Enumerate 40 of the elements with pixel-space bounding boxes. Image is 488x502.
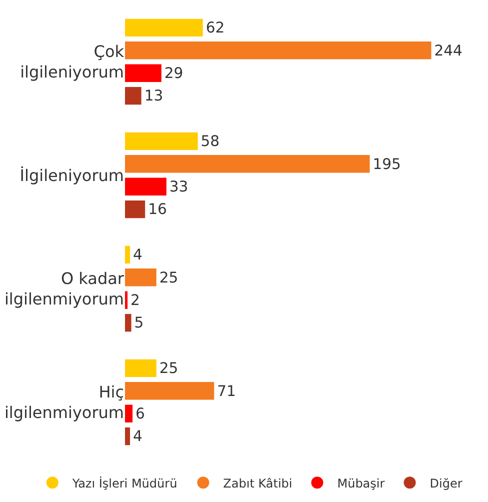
bar <box>125 132 198 150</box>
bar <box>125 155 370 173</box>
data-label: 4 <box>133 246 142 264</box>
legend-label: Diğer <box>430 476 462 490</box>
data-label: 244 <box>434 42 462 60</box>
bar <box>125 404 133 422</box>
bar <box>125 359 156 378</box>
y-tick-label: İlgileniyorum <box>20 166 124 185</box>
bar <box>125 18 203 37</box>
bar <box>125 427 130 446</box>
bar <box>125 382 214 400</box>
data-label: 6 <box>136 406 145 423</box>
bar <box>125 86 142 105</box>
data-label: 4 <box>133 428 142 446</box>
data-label: 25 <box>159 269 178 286</box>
bar <box>125 64 162 82</box>
data-label: 195 <box>372 156 401 173</box>
y-tick-label: Çok ilgileniyorum <box>20 42 125 82</box>
legend-label: Mübaşir <box>337 476 385 490</box>
data-label: 29 <box>164 65 184 82</box>
bar <box>125 246 130 264</box>
data-label: 62 <box>206 20 225 37</box>
data-label: 5 <box>134 314 144 332</box>
data-label: 16 <box>148 201 167 218</box>
data-label: 71 <box>217 382 236 400</box>
bar <box>125 42 432 60</box>
y-tick-label: O kadar ilgilenmiyorum <box>4 268 124 309</box>
data-label: 58 <box>200 133 220 150</box>
data-label: 2 <box>130 292 140 310</box>
data-label: 13 <box>144 88 164 105</box>
bar <box>125 200 146 218</box>
data-label: 33 <box>169 178 188 196</box>
legend-label: Zabıt Kâtibi <box>223 476 292 490</box>
bar <box>125 291 128 309</box>
bar <box>125 314 132 332</box>
data-label: 25 <box>159 360 178 378</box>
bar <box>125 268 156 286</box>
bar <box>125 178 166 196</box>
legend-label: Yazı İşleri Müdürü <box>71 476 178 490</box>
y-tick-label: Hiç ilgilenmiyorum <box>4 382 124 422</box>
